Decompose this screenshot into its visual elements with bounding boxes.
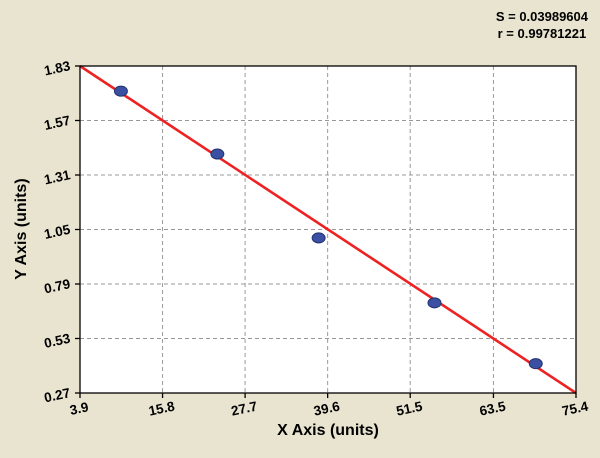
y-axis-title: Y Axis (units) bbox=[13, 178, 30, 280]
x-tick-label: 63.5 bbox=[478, 398, 507, 418]
y-tick-label: 0.53 bbox=[43, 331, 72, 351]
y-tick-label: 0.27 bbox=[43, 385, 72, 405]
x-tick-label: 75.4 bbox=[561, 398, 590, 418]
x-axis-title: X Axis (units) bbox=[277, 422, 379, 439]
x-tick-label: 3.9 bbox=[68, 399, 89, 418]
stats-block: S = 0.03989604 r = 0.99781221 bbox=[496, 8, 588, 42]
regression-line bbox=[79, 64, 577, 395]
data-point bbox=[528, 358, 543, 370]
y-tick-label: 1.31 bbox=[43, 167, 72, 187]
y-tick-label: 1.57 bbox=[43, 113, 72, 133]
x-tick-label: 51.5 bbox=[395, 398, 424, 418]
data-point bbox=[210, 148, 225, 160]
stat-s: S = 0.03989604 bbox=[495, 9, 588, 24]
data-point bbox=[311, 232, 326, 244]
stat-r: r = 0.99781221 bbox=[497, 26, 587, 41]
data-point bbox=[427, 297, 442, 309]
y-tick-label: 0.79 bbox=[43, 276, 72, 296]
y-tick-label: 1.83 bbox=[43, 58, 72, 78]
data-point bbox=[113, 85, 128, 97]
x-tick-label: 15.8 bbox=[147, 398, 176, 418]
x-tick-label: 27.7 bbox=[230, 399, 259, 419]
y-tick-label: 1.05 bbox=[43, 222, 72, 242]
x-tick-label: 39.6 bbox=[312, 398, 341, 418]
